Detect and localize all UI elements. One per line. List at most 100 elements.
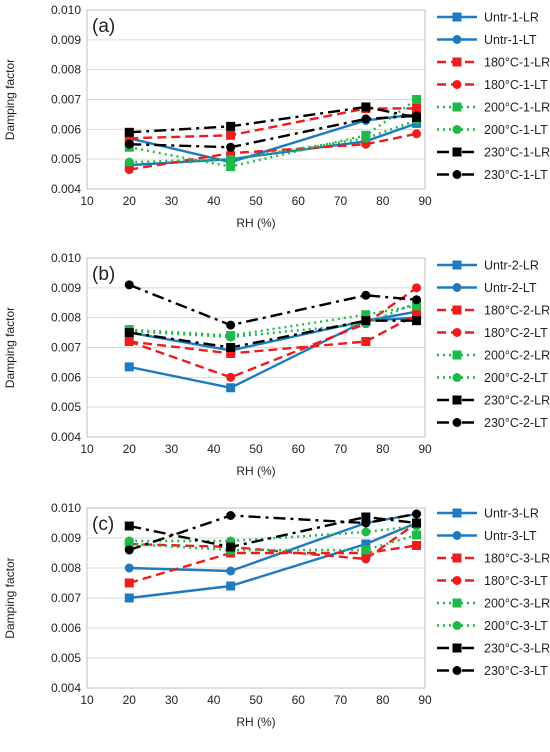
data-point	[412, 103, 422, 113]
legend-label: 180°C-2-LT	[484, 326, 548, 340]
x-tick-label: 60	[292, 442, 306, 456]
series-Untr-2-LR	[124, 313, 422, 393]
series-230°C-1-LT	[124, 111, 422, 152]
x-tick-label: 70	[334, 442, 348, 456]
y-tick-label: 0.004	[51, 681, 81, 695]
series-line	[129, 533, 417, 552]
y-tick-label: 0.010	[51, 3, 81, 17]
data-point	[412, 310, 422, 320]
x-tick-label: 10	[80, 194, 94, 208]
x-tick-label: 40	[207, 194, 221, 208]
data-point	[124, 280, 134, 290]
x-tick-label: 40	[207, 442, 221, 456]
y-tick-label: 0.007	[51, 93, 81, 107]
data-point	[124, 536, 134, 546]
y-tick-label: 0.004	[51, 430, 81, 444]
data-point	[361, 290, 371, 300]
legend-marker	[452, 621, 462, 630]
legend-label: 200°C-3-LR	[484, 597, 550, 611]
y-tick-label: 0.005	[51, 400, 81, 414]
legend-label: 230°C-1-LT	[484, 168, 548, 182]
plot-area	[86, 9, 426, 190]
y-tick-label: 0.006	[51, 621, 81, 635]
data-point	[412, 541, 422, 550]
series-line	[129, 122, 417, 167]
data-point	[361, 310, 371, 320]
x-axis-title: RH (%)	[236, 464, 275, 478]
x-tick-label: 50	[249, 194, 263, 208]
data-point	[361, 337, 371, 347]
legend-label: 200°C-3-LT	[484, 619, 548, 633]
chart-panel-3: 0.004 0.005 0.006 0.007 0.008 0.009 0.010 10 20 3…	[3, 501, 550, 729]
series-line	[129, 319, 417, 349]
series-200°C-1-LR	[124, 95, 422, 172]
legend-label: 200°C-1-LT	[484, 123, 548, 137]
data-point	[361, 114, 371, 124]
legend-marker	[452, 531, 462, 540]
data-point	[361, 527, 371, 537]
legend-label: 180°C-3-LR	[484, 552, 550, 566]
data-point	[226, 343, 236, 352]
data-point	[361, 545, 371, 555]
legend-label: 230°C-1-LR	[484, 146, 550, 160]
series-200°C-3-LT	[124, 521, 422, 546]
y-tick-label: 0.010	[51, 251, 81, 265]
legend-marker	[452, 35, 462, 44]
series-line	[129, 105, 417, 134]
x-tick-label: 20	[123, 442, 137, 456]
series-line	[129, 119, 417, 164]
x-tick-label: 80	[376, 693, 390, 707]
legend-marker	[452, 576, 462, 585]
data-point	[124, 127, 134, 137]
y-tick-label: 0.008	[51, 311, 81, 325]
data-point	[412, 316, 422, 326]
chart-panel-2: 0.004 0.005 0.006 0.007 0.008 0.009 0.010 10 20 3…	[3, 251, 550, 478]
panel-label: (c)	[92, 514, 114, 535]
legend-marker	[452, 553, 462, 563]
data-point	[361, 518, 371, 528]
data-point	[226, 348, 236, 358]
y-tick-label: 0.009	[51, 33, 81, 47]
series-line	[129, 524, 417, 543]
data-point	[226, 566, 236, 576]
y-tick-label: 0.008	[51, 561, 81, 575]
x-tick-label: 80	[376, 442, 390, 456]
x-tick-label: 90	[418, 693, 432, 707]
series-line	[129, 316, 417, 389]
legend-marker	[452, 643, 462, 653]
y-tick-label: 0.009	[51, 531, 81, 545]
series-line	[128, 283, 417, 327]
series-230°C-3-LT	[124, 509, 422, 555]
legend-label: Untr-1-LR	[484, 11, 539, 25]
data-point	[226, 332, 236, 342]
series-line	[129, 304, 417, 337]
legend-marker	[452, 373, 462, 382]
series-line	[128, 286, 418, 379]
y-tick-label: 0.006	[51, 370, 81, 384]
y-tick-label: 0.004	[51, 182, 81, 196]
data-point	[124, 578, 134, 588]
legend-label: Untr-2-LR	[484, 259, 539, 273]
chart-panel-1: 0.004 0.005 0.006 0.007 0.008 0.009 0.010 10 20 3…	[3, 3, 550, 230]
legend-label: Untr-3-LT	[484, 529, 537, 543]
y-tick-label: 0.005	[51, 651, 81, 665]
series-line	[128, 113, 417, 164]
series-line	[129, 107, 417, 140]
y-tick-label: 0.009	[51, 281, 81, 295]
y-axis-title: Damping factor	[3, 307, 17, 388]
data-point	[361, 554, 371, 564]
legend-label: 200°C-2-LR	[484, 349, 550, 363]
legend-label: 180°C-3-LT	[484, 574, 548, 588]
legend-marker	[452, 260, 462, 270]
data-point	[361, 539, 371, 549]
panel-label: (b)	[92, 264, 115, 285]
series-230°C-2-LR	[124, 316, 422, 352]
data-point	[124, 133, 134, 143]
series-230°C-2-LT	[124, 280, 422, 330]
legend-label: 230°C-2-LR	[484, 394, 550, 408]
y-axis-title: Damping factor	[3, 59, 17, 140]
data-point	[412, 509, 422, 519]
legend-marker	[452, 350, 462, 360]
series-line	[129, 313, 418, 355]
